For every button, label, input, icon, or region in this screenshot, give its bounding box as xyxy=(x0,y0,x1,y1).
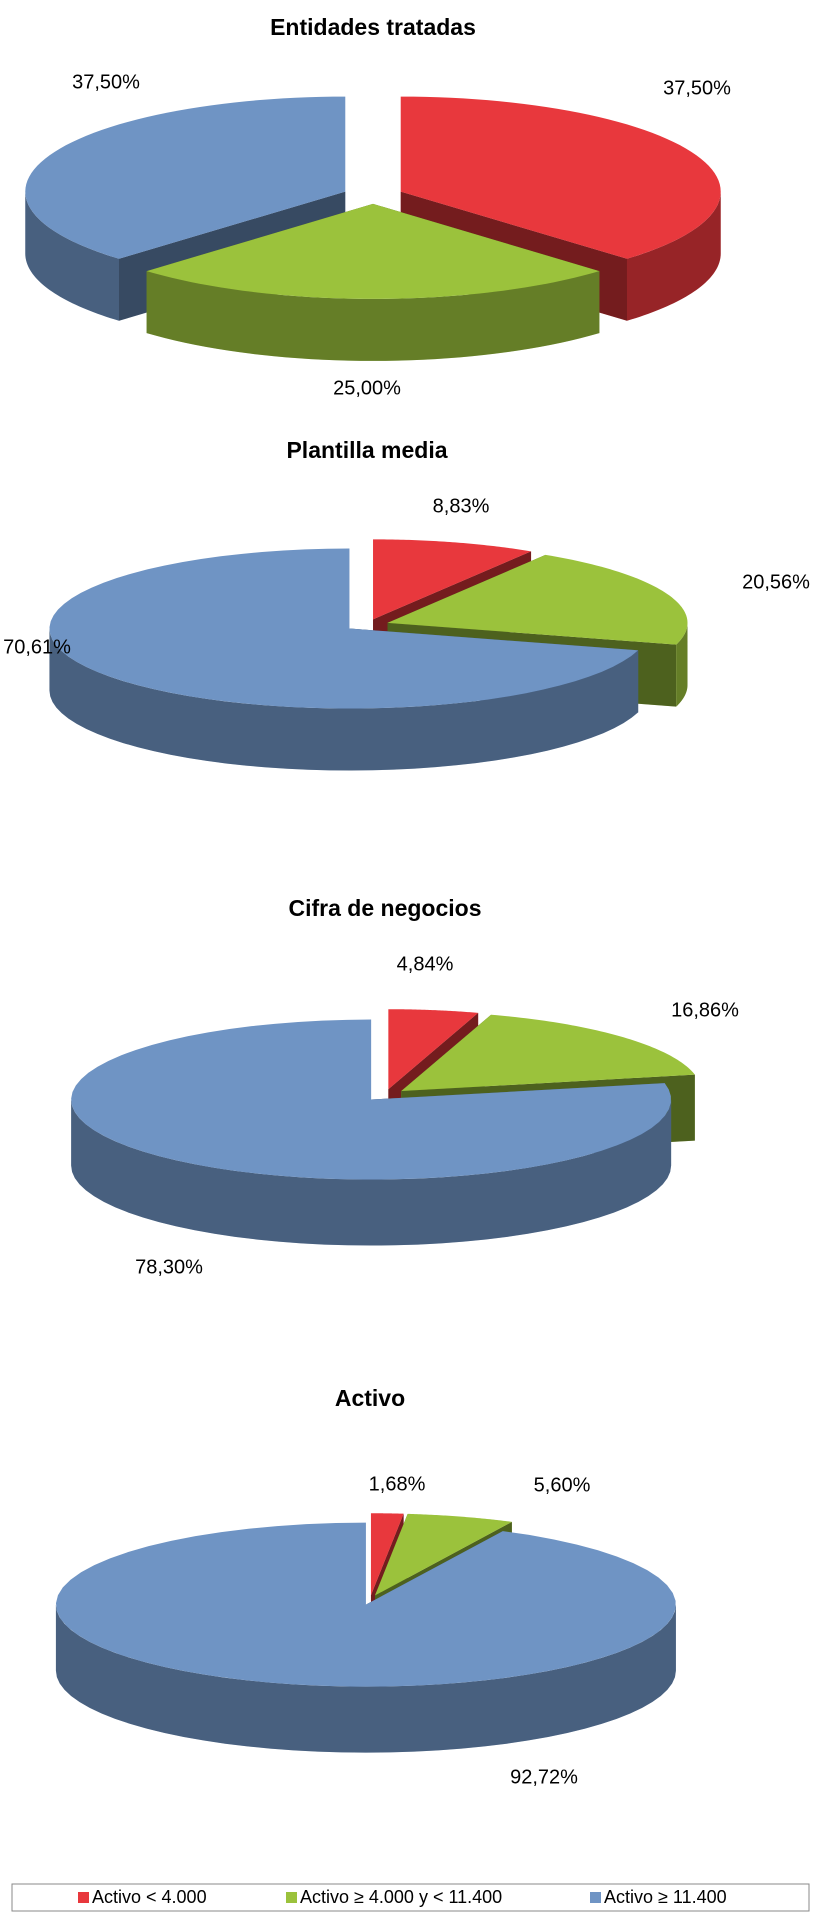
slice-top xyxy=(71,1019,671,1180)
slice-shade xyxy=(146,271,600,361)
chart-title: Cifra de negocios xyxy=(289,895,482,921)
slice-shade xyxy=(71,1099,672,1246)
slice-side xyxy=(146,271,600,361)
pie-slice xyxy=(55,1522,676,1753)
pie-slice xyxy=(71,1019,672,1246)
slice-top xyxy=(388,1009,479,1090)
data-label: 70,61% xyxy=(3,636,71,658)
legend-swatch xyxy=(78,1892,89,1903)
data-label: 5,60% xyxy=(534,1474,591,1496)
slice-side xyxy=(626,191,721,321)
slice-side xyxy=(71,1099,672,1246)
legend-swatch xyxy=(286,1892,297,1903)
chart-title: Entidades tratadas xyxy=(270,14,476,40)
legend-box xyxy=(11,1883,810,1912)
data-label: 37,50% xyxy=(663,77,731,99)
slice-top xyxy=(55,1522,676,1687)
chart-title: Plantilla media xyxy=(286,437,447,463)
chart-title: Activo xyxy=(335,1385,405,1411)
data-label: 25,00% xyxy=(333,377,401,399)
slice-shade xyxy=(676,622,688,707)
slice-top xyxy=(49,548,639,709)
data-label: 1,68% xyxy=(369,1473,426,1495)
slice-side xyxy=(55,1604,676,1753)
slice-shade xyxy=(55,1604,676,1753)
legend-label: Activo ≥ 11.400 xyxy=(604,1887,727,1907)
slice-top xyxy=(401,1014,695,1092)
slice-top xyxy=(400,96,721,259)
slice-top xyxy=(25,96,346,259)
slice-side xyxy=(49,628,639,771)
data-label: 92,72% xyxy=(510,1766,578,1788)
slice-top xyxy=(387,554,688,645)
data-label: 37,50% xyxy=(72,71,140,93)
legend-label: Activo ≥ 4.000 y < 11.400 xyxy=(300,1887,502,1907)
legend-swatch xyxy=(590,1892,601,1903)
slice-top xyxy=(370,1513,404,1596)
legend-label: Activo < 4.000 xyxy=(92,1887,207,1907)
slice-top xyxy=(375,1513,512,1596)
slice-top xyxy=(373,539,532,620)
pie-slice xyxy=(49,548,639,771)
slice-shade xyxy=(49,628,639,771)
pie-slice xyxy=(146,203,600,361)
data-label: 20,56% xyxy=(742,571,810,593)
slice-side xyxy=(676,622,688,707)
data-label: 16,86% xyxy=(671,999,739,1021)
slice-shade xyxy=(25,191,120,321)
data-label: 4,84% xyxy=(397,953,454,975)
data-label: 8,83% xyxy=(433,495,490,517)
slice-side xyxy=(25,191,120,321)
data-label: 78,30% xyxy=(135,1256,203,1278)
slice-shade xyxy=(626,191,721,321)
slice-top xyxy=(146,203,600,299)
